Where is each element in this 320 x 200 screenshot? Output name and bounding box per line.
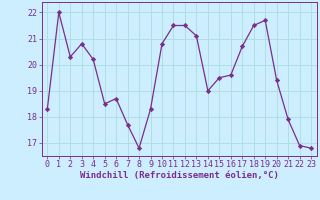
X-axis label: Windchill (Refroidissement éolien,°C): Windchill (Refroidissement éolien,°C) — [80, 171, 279, 180]
